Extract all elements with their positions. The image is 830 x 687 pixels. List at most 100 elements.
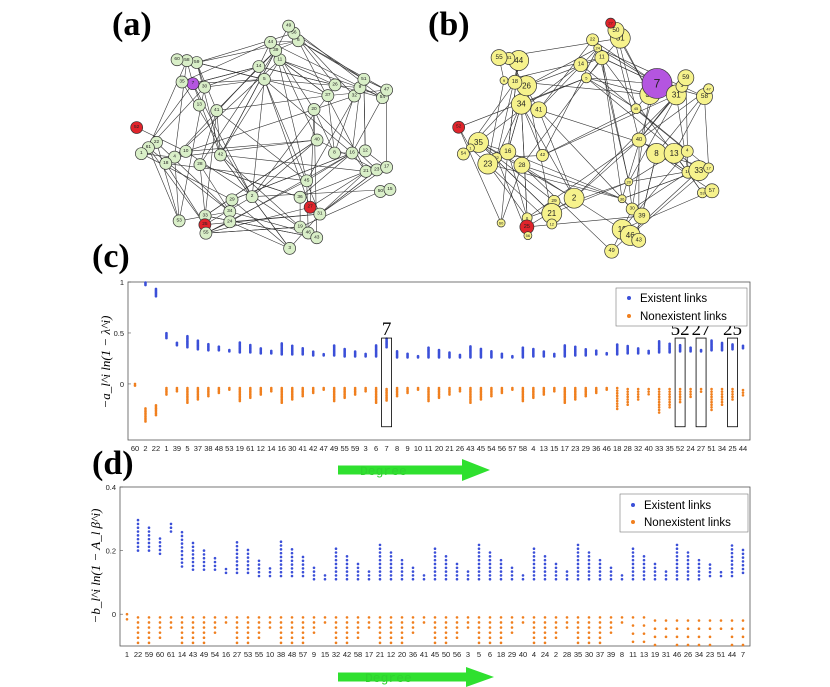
network-a-node-circle — [245, 190, 259, 204]
chart-c-point — [406, 352, 409, 356]
network-a-node-label: 4 — [173, 154, 176, 160]
chart-d-point — [488, 641, 492, 645]
chart-d-point — [543, 562, 547, 566]
chart-d-point — [664, 574, 668, 577]
chart-d-point — [323, 577, 327, 581]
chart-d-point — [642, 566, 646, 570]
chart-d-point — [521, 577, 525, 581]
network-b-edge — [526, 215, 642, 228]
network-b-edge — [542, 94, 677, 156]
chart-c-ylabel: −a_l^i ln(1 − λ^i) — [98, 316, 113, 409]
network-b-node: 9 — [499, 76, 509, 85]
chart-d-point — [136, 530, 140, 533]
chart-d-xtick-label: 4 — [532, 650, 536, 659]
network-b-node-label: 21 — [547, 209, 556, 218]
network-b-node-label: 9 — [503, 78, 506, 83]
network-b-node-circle — [499, 76, 509, 85]
network-a-node: 28 — [193, 158, 207, 171]
chart-d-point — [675, 547, 679, 550]
chart-d-point — [290, 570, 294, 574]
network-a-node-label: 32 — [352, 93, 358, 99]
chart-d-point — [488, 566, 492, 570]
chart-d-xtick-label: 51 — [717, 650, 725, 659]
chart-d-point — [598, 621, 602, 624]
chart-d-point — [565, 577, 569, 581]
chart-d-point — [345, 562, 349, 566]
chart-c-point — [741, 391, 745, 394]
chart-d-point — [213, 631, 217, 634]
network-b-edge — [573, 139, 640, 199]
chart-d-point — [356, 631, 360, 634]
chart-c-point — [668, 395, 671, 399]
chart-d-point — [697, 643, 701, 647]
chart-d-point — [675, 543, 679, 547]
network-a-node: 12 — [358, 144, 372, 158]
network-b-node: 41 — [530, 101, 548, 119]
network-a-node-label: 40 — [314, 137, 320, 143]
chart-d-point — [631, 632, 635, 635]
chart-d-point — [664, 619, 668, 622]
chart-c-point — [731, 395, 734, 399]
chart-c-xtick-label: 27 — [697, 444, 705, 453]
network-a-node-circle — [313, 207, 327, 221]
chart-d-point — [686, 562, 690, 566]
network-a-edge — [205, 206, 311, 234]
chart-d-point — [653, 627, 657, 631]
chart-d-point — [367, 570, 371, 573]
chart-d-point — [136, 537, 140, 541]
chart-d-point — [477, 636, 481, 640]
network-b-edge — [704, 96, 709, 168]
chart-c-xtick-label: 42 — [309, 444, 317, 453]
chart-c-degree-arrow: Degree — [338, 459, 490, 481]
chart-d-point — [587, 555, 591, 558]
chart-c-point — [647, 390, 650, 393]
chart-d-point — [213, 626, 217, 629]
network-a-edge — [229, 221, 290, 249]
chart-c-point — [657, 408, 661, 412]
chart-c-point — [343, 347, 346, 351]
chart-d-point — [268, 574, 272, 578]
chart-d-point — [609, 574, 613, 577]
network-a-edge — [174, 157, 180, 221]
chart-d-point — [301, 616, 305, 619]
network-b-node-label: 59 — [682, 74, 690, 81]
chart-d-legend-existent: Existent links — [644, 500, 711, 512]
chart-d-point — [345, 626, 349, 629]
network-a-edge — [300, 191, 381, 228]
chart-d-point — [477, 631, 481, 634]
network-a-node-label: 33 — [202, 212, 208, 218]
chart-d-point — [499, 574, 503, 577]
chart-d-point — [378, 555, 382, 558]
network-b-node-circle — [513, 156, 531, 174]
chart-c-point — [731, 387, 734, 391]
chart-d-point — [477, 558, 481, 562]
chart-d-point — [521, 574, 525, 577]
chart-d-point — [356, 621, 360, 624]
chart-d-point — [444, 631, 448, 634]
network-a-edge — [309, 109, 315, 208]
network-b-node-label: 25 — [524, 224, 530, 230]
chart-c-point — [217, 345, 221, 348]
chart-c-point — [280, 401, 284, 404]
chart-d-point — [389, 616, 393, 619]
chart-d-point — [202, 560, 206, 564]
chart-c-xtick-label: 49 — [330, 444, 338, 453]
network-a-node: 8 — [328, 146, 341, 160]
network-a-edge — [299, 152, 353, 198]
chart-d-point — [334, 562, 338, 566]
network-b-node-label: 47 — [706, 86, 711, 91]
network-a-node-label: 17 — [384, 164, 390, 170]
chart-c-point — [144, 420, 147, 423]
chart-d-point — [191, 641, 195, 645]
chart-c-point — [710, 387, 713, 391]
chart-d-point — [631, 555, 635, 558]
chart-c-point — [699, 387, 703, 391]
network-b-node-label: 18 — [512, 79, 518, 85]
chart-c-point — [332, 399, 336, 403]
network-a-node-label: 13 — [197, 102, 203, 108]
chart-d-xtick-label: 1 — [125, 650, 129, 659]
chart-d-point — [532, 558, 536, 562]
network-a-node-label: 34 — [227, 208, 233, 214]
chart-d-point — [730, 627, 734, 631]
chart-d-point — [301, 555, 305, 559]
